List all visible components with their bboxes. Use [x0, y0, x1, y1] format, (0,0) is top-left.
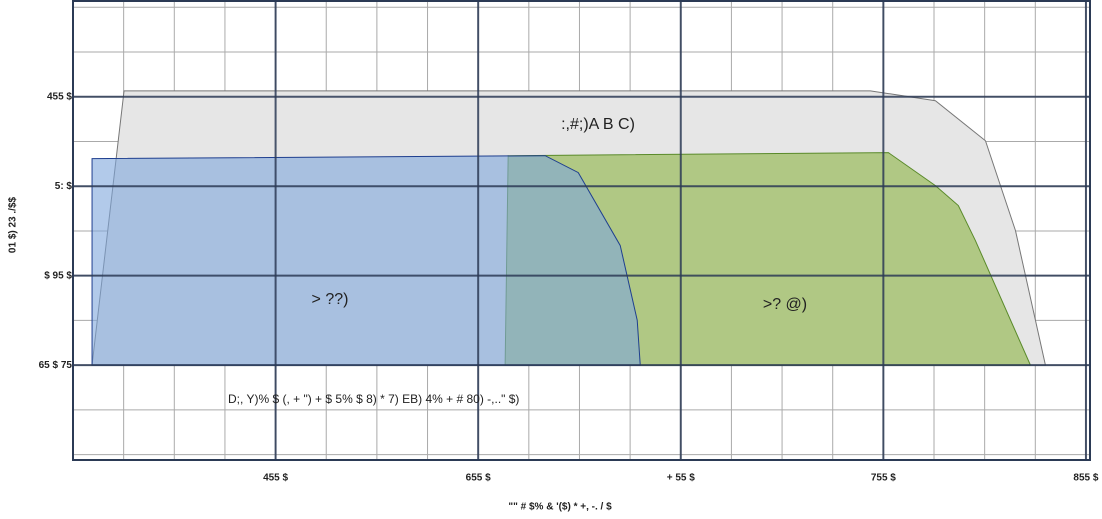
y-tick-label: 5: $: [55, 181, 73, 192]
area-label: >? @): [763, 296, 807, 313]
plot-frame: [72, 0, 1091, 461]
annotation: D;, Y)% $ (, + ") + $ 5% $ 8) * 7) EB) 4…: [228, 392, 519, 406]
x-tick-label: 455 $: [263, 473, 288, 484]
x-tick-label: 755 $: [871, 473, 896, 484]
area-label: :,#;)A B C): [561, 116, 635, 133]
x-tick-label: 655 $: [466, 473, 491, 484]
area: [504, 152, 1032, 366]
x-tick-label: + 55 $: [667, 473, 696, 484]
x-tick-label: 855 $: [1073, 473, 1098, 484]
y-tick-label: $ 95 $: [44, 270, 72, 281]
x-axis-label: "" # $% & '($) * +, -. / $: [508, 502, 612, 513]
area: [91, 155, 641, 366]
y-axis-label: 01 $) 23 ./$$: [8, 196, 19, 253]
y-tick-label: 65 $ 75: [39, 360, 73, 371]
y-tick-label: 455 $: [47, 91, 72, 102]
area-label: > ??): [312, 291, 349, 308]
